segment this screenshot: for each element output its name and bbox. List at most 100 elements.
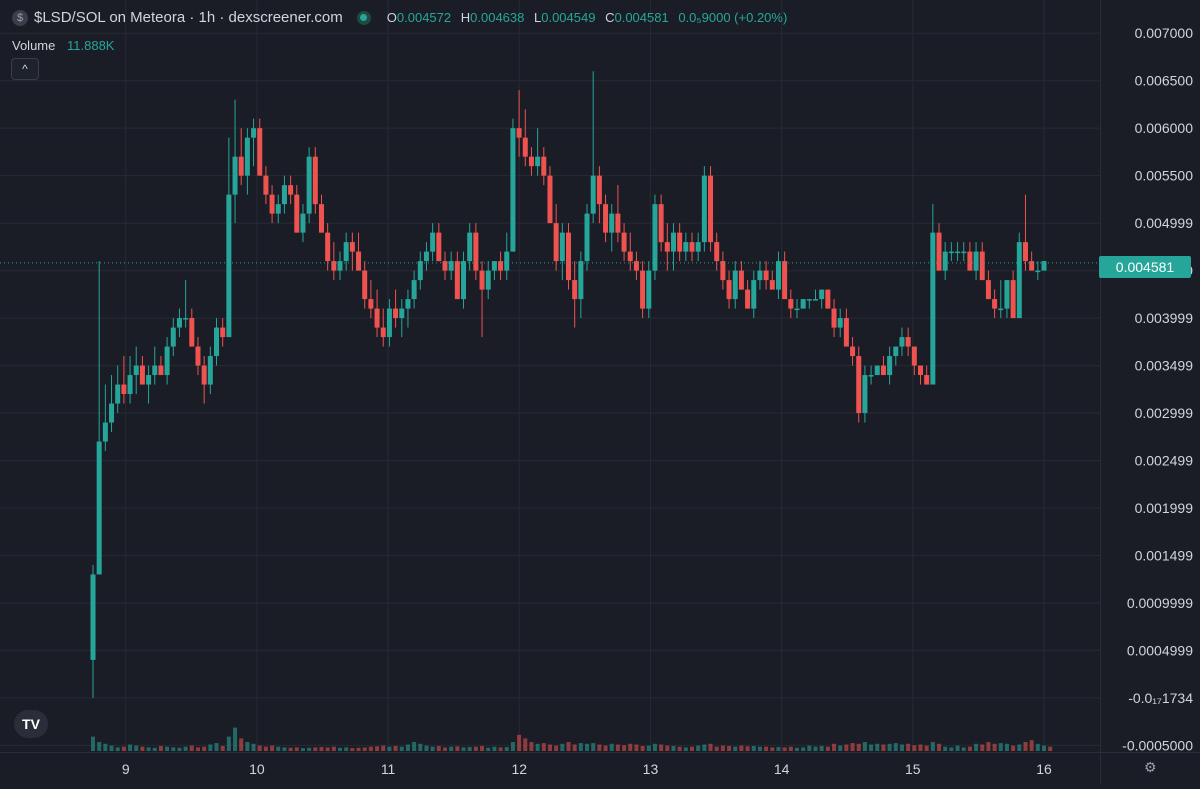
volume-bar xyxy=(109,745,114,751)
candle-body xyxy=(189,318,195,347)
change-value: 0.0₅9000 (+0.20%) xyxy=(678,10,788,25)
candle-body xyxy=(961,251,967,254)
volume-bar xyxy=(671,745,676,751)
candle-body xyxy=(436,232,442,262)
volume-bar xyxy=(930,742,935,751)
candle-body xyxy=(1035,270,1041,273)
volume-bar xyxy=(622,745,627,751)
candle-body xyxy=(652,204,658,271)
volume-bar xyxy=(486,747,491,751)
volume-bar xyxy=(782,747,787,751)
candle-body xyxy=(819,289,825,300)
volume-bar xyxy=(325,747,330,751)
volume-bar xyxy=(387,746,392,751)
candle-body xyxy=(380,327,386,338)
volume-bar xyxy=(547,744,552,751)
volume-bar xyxy=(270,745,275,751)
volume-bar xyxy=(745,746,750,751)
volume-bar xyxy=(714,746,719,751)
volume-bar xyxy=(245,742,250,751)
volume-bar xyxy=(424,745,429,751)
candle-body xyxy=(1016,242,1022,319)
candle-body xyxy=(417,261,423,281)
volume-bar xyxy=(949,747,954,751)
price-tick-label: 0.005500 xyxy=(1135,168,1194,184)
price-tick-label: 0.003999 xyxy=(1135,310,1194,326)
time-axis[interactable]: 9 10 11 12 13 14 15 16 xyxy=(0,752,1100,784)
volume-bar xyxy=(97,742,102,751)
volume-bar xyxy=(628,743,633,751)
volume-bar xyxy=(677,746,682,751)
coin-icon: $ xyxy=(12,9,28,26)
volume-bar xyxy=(554,745,559,751)
volume-bar xyxy=(331,746,336,751)
volume-bar xyxy=(912,745,917,751)
candle-body xyxy=(800,299,806,309)
candle-body xyxy=(102,422,108,442)
volume-bar xyxy=(541,743,546,751)
volume-bar xyxy=(906,743,911,751)
volume-bar xyxy=(646,745,651,751)
candle-body xyxy=(306,156,312,214)
volume-bar xyxy=(239,738,244,751)
candle-body xyxy=(646,270,652,309)
volume-bar xyxy=(455,746,460,751)
price-tick-label: 0.001499 xyxy=(1135,548,1194,564)
volume-bar xyxy=(356,747,361,751)
price-axis[interactable]: 0.007000 0.006500 0.006000 0.005500 0.004999… xyxy=(1100,0,1200,753)
volume-bar xyxy=(998,743,1003,751)
candle-body xyxy=(930,232,936,385)
volume-bar xyxy=(1048,746,1053,751)
volume-bar xyxy=(504,747,509,751)
candle-body xyxy=(183,318,189,320)
volume-bar xyxy=(770,747,775,751)
volume-bar xyxy=(128,744,133,751)
volume-bar xyxy=(887,743,892,751)
candle-body xyxy=(590,175,596,214)
volume-bar xyxy=(233,727,238,751)
candle-body xyxy=(837,318,843,328)
candle-body xyxy=(423,251,429,262)
gear-icon[interactable]: ⚙ xyxy=(1144,759,1157,775)
candle-body xyxy=(454,261,460,300)
volume-bar xyxy=(591,743,596,751)
volume-bar xyxy=(319,747,324,751)
volume-bar xyxy=(967,746,972,751)
volume-bar xyxy=(727,745,732,751)
volume-bar xyxy=(1004,743,1009,751)
symbol-title[interactable]: $LSD/SOL on Meteora · 1h · dexscreener.c… xyxy=(34,9,343,26)
time-tick-label: 15 xyxy=(905,761,921,777)
volume-bar xyxy=(195,747,200,751)
tradingview-logo[interactable]: TV xyxy=(14,710,48,738)
volume-bar xyxy=(220,745,225,751)
volume-bar xyxy=(690,746,695,751)
volume-label: Volume xyxy=(12,38,56,53)
candle-body xyxy=(251,128,257,138)
volume-bar xyxy=(103,743,108,751)
candle-body xyxy=(726,280,732,300)
candle-body xyxy=(942,251,948,271)
volume-bar xyxy=(974,743,979,751)
volume-bar xyxy=(924,745,929,751)
collapse-legend-button[interactable]: ^ xyxy=(11,58,39,80)
time-tick-label: 11 xyxy=(381,761,396,777)
volume-bar xyxy=(313,747,318,751)
volume-bar xyxy=(776,747,781,751)
candle-body xyxy=(214,327,220,357)
volume-bar xyxy=(165,746,170,751)
volume-bar xyxy=(986,742,991,751)
candle-body xyxy=(973,251,979,271)
volume-bar xyxy=(850,743,855,751)
volume-bar xyxy=(288,747,293,751)
candle-body xyxy=(1004,280,1010,309)
candle-body xyxy=(356,251,362,271)
volume-bar xyxy=(467,747,472,751)
chart-pane[interactable] xyxy=(0,0,1100,752)
price-tick-label: 0.002499 xyxy=(1135,453,1194,469)
candle-body xyxy=(109,403,115,423)
volume-bar xyxy=(177,747,182,751)
candle-body xyxy=(708,175,714,243)
volume-bar xyxy=(659,744,664,751)
candle-body xyxy=(152,365,158,376)
candle-body xyxy=(609,213,615,233)
